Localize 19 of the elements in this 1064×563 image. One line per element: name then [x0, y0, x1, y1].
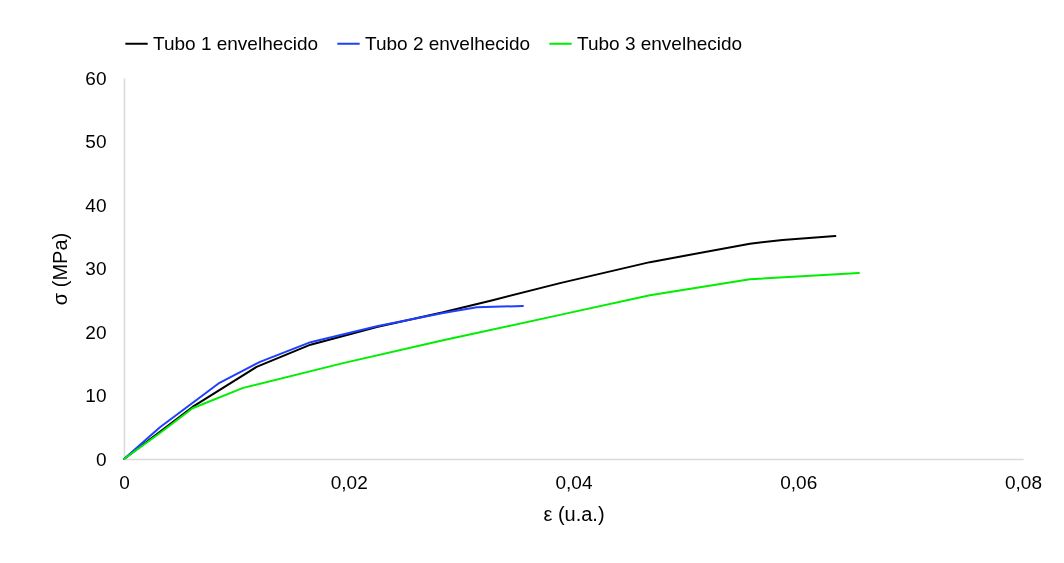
x-tick-label: 0,04	[555, 471, 593, 493]
x-tick-label: 0,08	[1005, 471, 1042, 493]
legend-label: Tubo 3 envelhecido	[577, 32, 743, 54]
legend-label: Tubo 1 envelhecido	[153, 32, 319, 54]
y-tick-label: 40	[85, 194, 107, 216]
x-tick-label: 0,02	[330, 471, 368, 493]
y-axis-title: σ (MPa)	[49, 232, 72, 306]
y-tick-label: 10	[85, 385, 107, 406]
line-series	[123, 271, 860, 460]
y-tick-label: 30	[85, 258, 107, 279]
line-series	[123, 304, 524, 460]
x-tick-label: 0	[119, 471, 130, 493]
y-tick-label: 0	[95, 448, 107, 470]
y-tick-label: 60	[85, 67, 107, 89]
y-tick-label: 20	[85, 321, 107, 343]
x-axis-title: ε (u.a.)	[543, 502, 605, 525]
y-tick-label: 50	[85, 131, 107, 152]
x-tick-label: 0,06	[780, 471, 818, 493]
legend-label: Tubo 2 envelhecido	[365, 32, 531, 54]
